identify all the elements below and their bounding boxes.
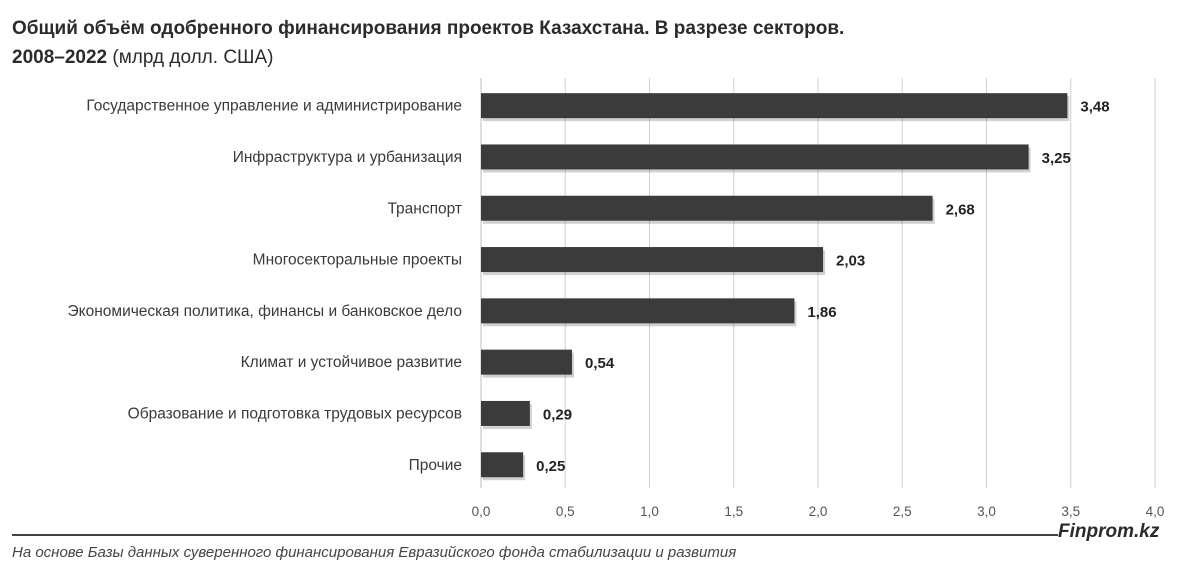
- value-label: 3,25: [1042, 150, 1071, 167]
- brand-logo-text: Finprom.kz: [1058, 521, 1160, 542]
- x-tick-label: 2,5: [893, 504, 912, 519]
- bar: [481, 247, 824, 273]
- x-tick-label: 4,0: [1146, 504, 1165, 519]
- value-label: 1,86: [807, 304, 836, 321]
- footer-divider: [12, 534, 1058, 536]
- title-line-2: 2008–2022 (млрд долл. США): [12, 43, 1192, 72]
- title-period: 2008–2022: [12, 47, 108, 68]
- value-label: 3,48: [1080, 99, 1109, 116]
- category-label: Образование и подготовка трудовых ресурс…: [128, 405, 462, 422]
- x-tick-label: 2,0: [809, 504, 828, 519]
- bar: [481, 349, 572, 375]
- bar: [481, 400, 530, 426]
- bar: [481, 452, 524, 478]
- source-note: На основе Базы данных суверенного финанс…: [12, 544, 737, 561]
- value-label: 2,68: [946, 201, 975, 218]
- title-line-1: Общий объём одобренного финансирования п…: [12, 18, 845, 39]
- value-label: 0,29: [543, 406, 572, 423]
- x-tick-label: 0,5: [556, 504, 575, 519]
- category-label: Государственное управление и администрир…: [86, 98, 462, 115]
- value-label: 0,25: [536, 458, 565, 475]
- category-label: Инфраструктура и урбанизация: [233, 149, 462, 166]
- category-label: Климат и устойчивое развитие: [241, 354, 462, 371]
- value-label: 0,54: [585, 355, 615, 372]
- bar: [481, 195, 933, 221]
- chart-title: Общий объём одобренного финансирования п…: [12, 14, 1192, 72]
- value-label: 2,03: [836, 253, 865, 270]
- category-label: Экономическая политика, финансы и банков…: [68, 303, 462, 320]
- bar: [481, 298, 795, 324]
- x-tick-label: 1,0: [640, 504, 659, 519]
- x-tick-label: 3,5: [1061, 504, 1080, 519]
- bar: [481, 93, 1068, 119]
- category-label: Многосекторальные проекты: [253, 252, 462, 269]
- x-tick-label: 0,0: [472, 504, 491, 519]
- category-label: Транспорт: [387, 200, 462, 217]
- bar: [481, 144, 1029, 170]
- title-unit: (млрд долл. США): [107, 47, 274, 68]
- category-label: Прочие: [409, 457, 462, 474]
- x-tick-label: 3,0: [977, 504, 996, 519]
- x-tick-label: 1,5: [724, 504, 743, 519]
